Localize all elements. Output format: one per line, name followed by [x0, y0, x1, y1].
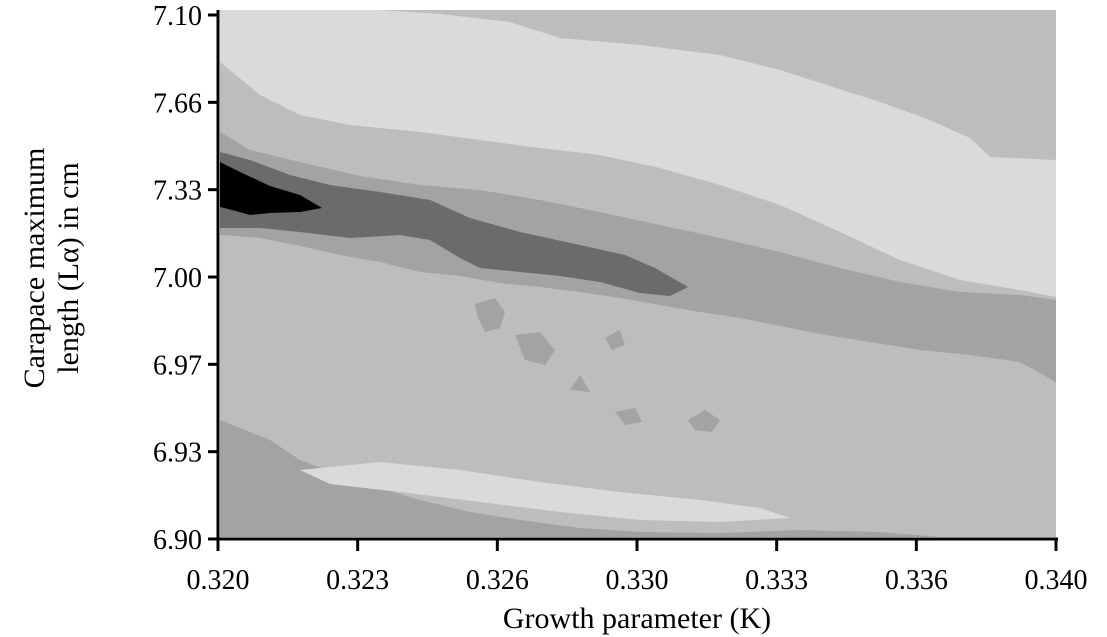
contour-band-level-3-lower-left [220, 420, 940, 537]
contour-island-level-3-3 [605, 330, 625, 350]
contour-island-level-3-5 [615, 408, 642, 425]
contour-band-level-3-upper [220, 132, 1056, 382]
y-tick-label: 6.93 [153, 438, 202, 469]
y-tick-label: 6.90 [153, 525, 202, 556]
x-tick-label: 0.330 [606, 565, 669, 596]
contour-band-level-2-top-right [380, 10, 1056, 160]
contour-island-level-3-2 [515, 332, 555, 365]
y-axis-title: Carapace maximum length (Lα) in cm [18, 148, 85, 389]
x-tick-label: 0.336 [885, 565, 948, 596]
contour-plot-area [220, 10, 1056, 537]
y-tick-label: 7.00 [153, 263, 202, 294]
contour-island-level-3-6 [688, 410, 720, 432]
x-tick-label: 0.340 [1025, 565, 1088, 596]
x-ticks: 0.320 0.323 0.326 0.330 0.333 0.336 0.340 [187, 539, 1088, 596]
contour-band-level-5 [220, 162, 322, 215]
y-axis-title-line-2: length (Lα) in cm [52, 162, 85, 374]
y-tick-label: 6.97 [153, 350, 202, 381]
contour-band-level-4 [220, 152, 688, 296]
y-axis-title-line-1: Carapace maximum [18, 148, 51, 389]
x-tick-label: 0.333 [745, 565, 808, 596]
x-tick-label: 0.326 [466, 565, 529, 596]
contour-island-level-3-1 [475, 298, 505, 332]
y-tick-label: 7.33 [153, 176, 202, 207]
contour-island-level-3-4 [570, 375, 590, 392]
y-tick-label: 7.10 [153, 1, 202, 32]
x-axis-title: Growth parameter (K) [503, 602, 771, 635]
y-ticks: 7.10 7.66 7.33 7.00 6.97 6.93 6.90 [153, 1, 218, 556]
contour-island-light-1 [300, 462, 790, 522]
x-tick-label: 0.320 [187, 565, 250, 596]
x-tick-label: 0.323 [326, 565, 389, 596]
y-tick-label: 7.66 [153, 88, 202, 119]
